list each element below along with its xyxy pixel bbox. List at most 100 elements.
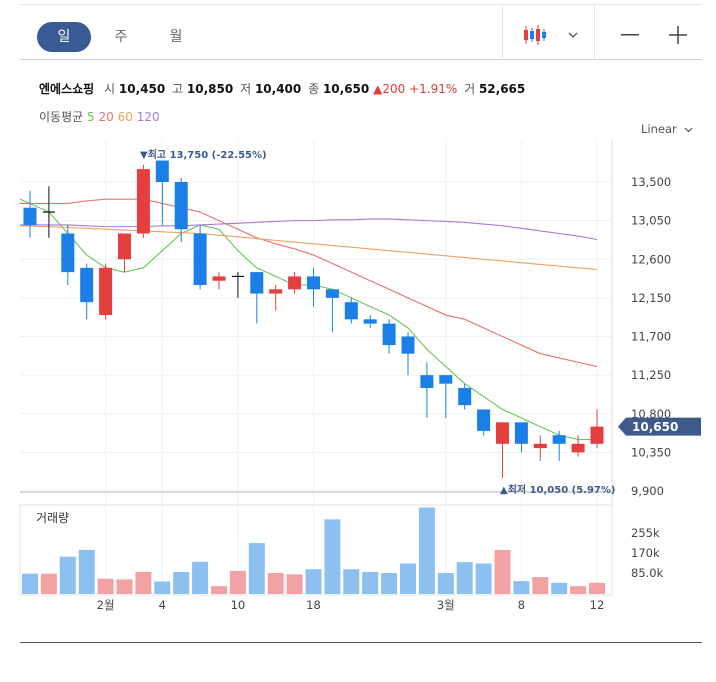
candle-body <box>288 276 302 290</box>
candle-body <box>458 388 472 406</box>
volume-bar <box>343 569 360 594</box>
ma5-line <box>19 198 597 441</box>
tab-daily[interactable]: 일 <box>37 22 91 52</box>
high-value: 10,850 <box>186 82 234 96</box>
volume-bar <box>154 581 171 594</box>
ma5-legend: 5 <box>87 110 95 124</box>
candle-body <box>590 426 604 444</box>
low-price-marker: ▲최저 10,050 (5.97%) <box>500 483 615 496</box>
volume-bar <box>362 571 379 594</box>
price-tick-label: 10,800 <box>631 407 671 421</box>
volume-tick-label: 170k <box>631 546 660 560</box>
current-price-tag <box>618 417 701 436</box>
candle-body <box>325 289 339 298</box>
candle-body <box>99 267 113 316</box>
candle-body <box>382 323 396 346</box>
date-tick-label: 3월 <box>437 598 455 612</box>
volume-label: 거 <box>464 82 476 96</box>
candle-body <box>212 276 226 281</box>
date-tick-label: 18 <box>306 598 321 612</box>
volume-bar <box>589 582 605 594</box>
chevron-down-icon <box>684 127 693 132</box>
ma120-line <box>20 218 598 241</box>
candle-body <box>533 443 547 449</box>
change-value: ▲200 <box>373 82 406 96</box>
volume-bar <box>475 563 492 594</box>
candle-body <box>155 160 169 182</box>
candle-body <box>571 443 585 453</box>
volume-bar <box>324 519 341 594</box>
open-label: 시 <box>104 82 116 96</box>
stock-name: 엔에스쇼핑 <box>39 82 95 96</box>
high-price-marker: ▼최고 13,750 (-22.55%) <box>140 148 267 161</box>
tab-monthly[interactable]: 월 <box>169 29 183 45</box>
candle-body <box>344 302 358 320</box>
ma60-line <box>19 225 598 271</box>
candle-body <box>477 409 491 431</box>
current-price-label: 10,650 <box>632 420 678 434</box>
low-label: 저 <box>240 82 252 96</box>
volume-bar <box>551 582 568 594</box>
candle-body <box>439 375 453 384</box>
volume-bar <box>400 563 416 594</box>
ma20-line <box>20 198 598 368</box>
chevron-down-icon[interactable] <box>561 21 585 49</box>
volume-bar <box>40 573 57 594</box>
chart-toolbar: 일 주 월 <box>20 4 702 60</box>
candle-body <box>496 422 509 444</box>
volume-tick-label: 85.0k <box>631 566 664 580</box>
high-label: 고 <box>172 82 184 96</box>
close-value: 10,650 <box>322 82 370 96</box>
volume-value: 52,665 <box>478 82 526 96</box>
date-tick-label: 12 <box>590 598 605 612</box>
volume-bar <box>513 581 530 594</box>
volume-bar <box>78 549 95 594</box>
candle-body <box>61 233 75 273</box>
date-tick-label: 4 <box>159 598 166 612</box>
price-tick-label: 11,700 <box>631 330 671 344</box>
candlestick-icon[interactable] <box>517 21 553 49</box>
candle-body <box>23 207 37 225</box>
candle-body <box>401 336 415 354</box>
candle-body <box>514 422 528 444</box>
minus-icon[interactable] <box>617 21 643 49</box>
volume-bar <box>437 572 454 594</box>
candle-body <box>363 319 377 324</box>
candle-body <box>250 272 264 294</box>
scale-label: Linear <box>641 122 677 136</box>
volume-bar <box>532 577 549 594</box>
volume-bar <box>267 572 284 594</box>
candle-body <box>174 182 188 230</box>
candle-body <box>136 169 150 234</box>
volume-bar <box>135 571 152 594</box>
volume-panel <box>19 504 613 596</box>
candle-body <box>420 375 434 388</box>
candle-body <box>118 233 131 260</box>
volume-bar <box>97 578 114 594</box>
price-tick-label: 13,500 <box>631 175 671 189</box>
price-tick-label: 13,050 <box>631 214 671 228</box>
ma120-legend: 120 <box>136 110 160 124</box>
volume-bar <box>229 570 246 594</box>
price-tick-label: 9,900 <box>631 484 664 498</box>
moving-average-legend[interactable]: 이동평균 5 20 60 120 <box>39 108 160 125</box>
candle-body <box>552 435 566 444</box>
date-tick-label: 10 <box>231 598 246 612</box>
scale-selector[interactable]: Linear <box>641 122 693 136</box>
volume-bar <box>418 507 435 594</box>
volume-bar <box>286 574 303 594</box>
volume-bar <box>59 556 76 594</box>
plus-icon[interactable] <box>665 21 691 49</box>
volume-bar <box>381 572 398 594</box>
toolbar-divider <box>594 5 595 60</box>
change-pct: +1.91% <box>409 82 458 96</box>
volume-bar <box>116 579 133 594</box>
volume-bar <box>173 571 190 594</box>
volume-title: 거래량 <box>36 511 69 525</box>
tab-weekly[interactable]: 주 <box>114 29 128 45</box>
stock-summary: 엔에스쇼핑 시 10,450 고 10,850 저 10,400 종 10,65… <box>39 80 525 97</box>
close-label: 종 <box>308 82 320 96</box>
volume-bar <box>248 543 265 594</box>
date-tick-label: 8 <box>518 598 525 612</box>
